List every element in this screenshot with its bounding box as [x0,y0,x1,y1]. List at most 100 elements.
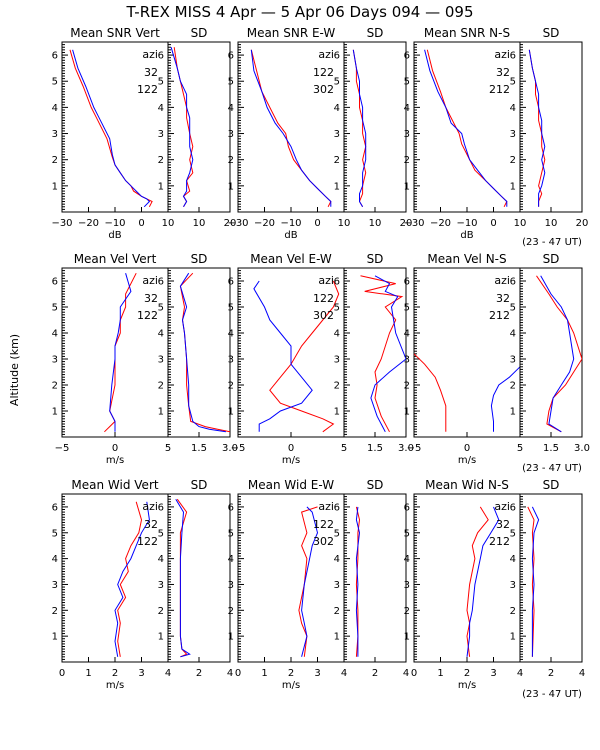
figure-title: T-REX MISS 4 Apr — 5 Apr 06 Days 094 — 0… [126,3,474,21]
y-tick-label: 5 [510,77,516,88]
x-tick-label: 0 [59,668,65,679]
y-tick-label: 6 [510,51,516,62]
x-tick-label: 4 [517,668,523,679]
series-line-blue [531,506,540,657]
x-axis-label: m/s [106,680,124,691]
series-line-blue [490,366,520,432]
y-tick-label: 6 [404,51,410,62]
legend-entry: 122 [313,66,334,79]
y-tick-label: 4 [404,329,410,340]
series-line-blue [528,49,546,207]
y-tick-label: 6 [334,277,340,288]
y-tick-label: 1 [334,632,340,643]
legend-entry: 32 [144,66,158,79]
panel-vel_ns_sd: SD 1 2 3 4 5 6 1.5 3.0 [510,252,590,454]
y-tick-label: 2 [404,155,410,166]
panel-vel_ew: Mean Vel E-W 1 2 3 4 5 6 −5 0 5 m/s azi 122 302 [228,252,348,466]
series-line-blue [250,49,332,207]
series-line-blue [72,49,151,208]
x-tick-label: 0 [138,218,144,229]
x-axis-label: dB [284,230,297,241]
y-tick-label: 6 [158,502,164,513]
panel-snr_ew_sd: SD 1 2 3 4 5 6 10 20 [334,26,413,229]
y-tick-label: 4 [52,554,58,565]
y-tick-label: 3 [52,355,58,366]
ut-note-row1: (23 - 47 UT) [522,237,582,248]
y-tick-label: 5 [158,77,164,88]
panel-title: Mean Vel E-W [250,252,332,266]
legend-entry: 32 [496,292,510,305]
y-tick-label: 5 [334,77,340,88]
y-tick-label: 2 [334,606,340,617]
y-tick-label: 5 [228,77,234,88]
panel-snr_vert_sd: SD 1 2 3 4 5 6 10 20 [158,26,237,229]
panel-title: SD [191,26,208,40]
x-tick-label: 3.0 [222,443,238,454]
panel-title: SD [191,252,208,266]
x-tick-label: 2 [112,668,118,679]
x-tick-label: 5 [517,443,523,454]
legend-entry: 122 [313,518,334,531]
panel-wid_vert_sd: SD 1 2 3 4 5 6 2 4 [158,478,234,679]
legend-entry: 122 [137,309,158,322]
x-tick-label: 10 [514,218,527,229]
y-tick-label: 3 [510,355,516,366]
y-tick-label: 2 [158,155,164,166]
series-line-blue [424,49,508,207]
series-line-red [176,498,188,658]
x-axis-label: dB [460,230,473,241]
legend-header: azi [142,500,158,513]
series-line-red [352,49,367,208]
x-tick-label: −20 [78,218,99,229]
x-tick-label: 5 [341,443,347,454]
y-tick-label: 1 [52,632,58,643]
y-tick-label: 2 [228,606,234,617]
y-tick-label: 3 [510,580,516,591]
series-line-blue [352,49,367,208]
y-tick-label: 1 [510,181,516,192]
y-tick-label: 6 [158,51,164,62]
series-line-red [117,501,143,657]
x-tick-label: −30 [403,218,424,229]
y-tick-label: 6 [404,277,410,288]
panel-title: SD [367,252,384,266]
panel-title: Mean SNR E-W [247,26,336,40]
x-tick-label: −10 [104,218,125,229]
y-tick-label: 1 [158,407,164,418]
y-tick-label: 5 [404,303,410,314]
legend-entry: 122 [137,535,158,548]
legend-entry: 122 [313,292,334,305]
series-line-red [104,272,137,433]
series-line-red [426,49,508,208]
panel-frame [167,267,231,438]
y-tick-label: 1 [228,181,234,192]
legend-entry: 212 [489,309,510,322]
y-tick-label: 3 [158,355,164,366]
x-tick-label: 2 [372,668,378,679]
x-tick-label: −20 [430,218,451,229]
y-tick-label: 6 [52,277,58,288]
x-tick-label: 0 [288,443,294,454]
series-line-red [527,506,535,657]
x-tick-label: 4 [165,668,171,679]
legend-entry: 32 [496,66,510,79]
y-tick-label: 6 [510,277,516,288]
y-tick-label: 6 [334,51,340,62]
y-tick-label: 2 [334,381,340,392]
legend-header: azi [318,500,334,513]
x-tick-label: 0 [411,668,417,679]
panel-title: Mean SNR Vert [70,26,160,40]
x-axis-label: m/s [458,455,476,466]
y-tick-label: 5 [404,528,410,539]
series-line-blue [466,506,500,657]
y-tick-label: 1 [334,407,340,418]
panel-snr_ns_sd: SD 1 2 3 4 5 6 10 20 [510,26,589,229]
y-tick-label: 3 [404,355,410,366]
panel-title: Mean Vel Vert [74,252,157,266]
x-tick-label: 0 [314,218,320,229]
y-tick-label: 6 [228,502,234,513]
series-line-red [414,353,447,432]
y-tick-label: 5 [52,303,58,314]
